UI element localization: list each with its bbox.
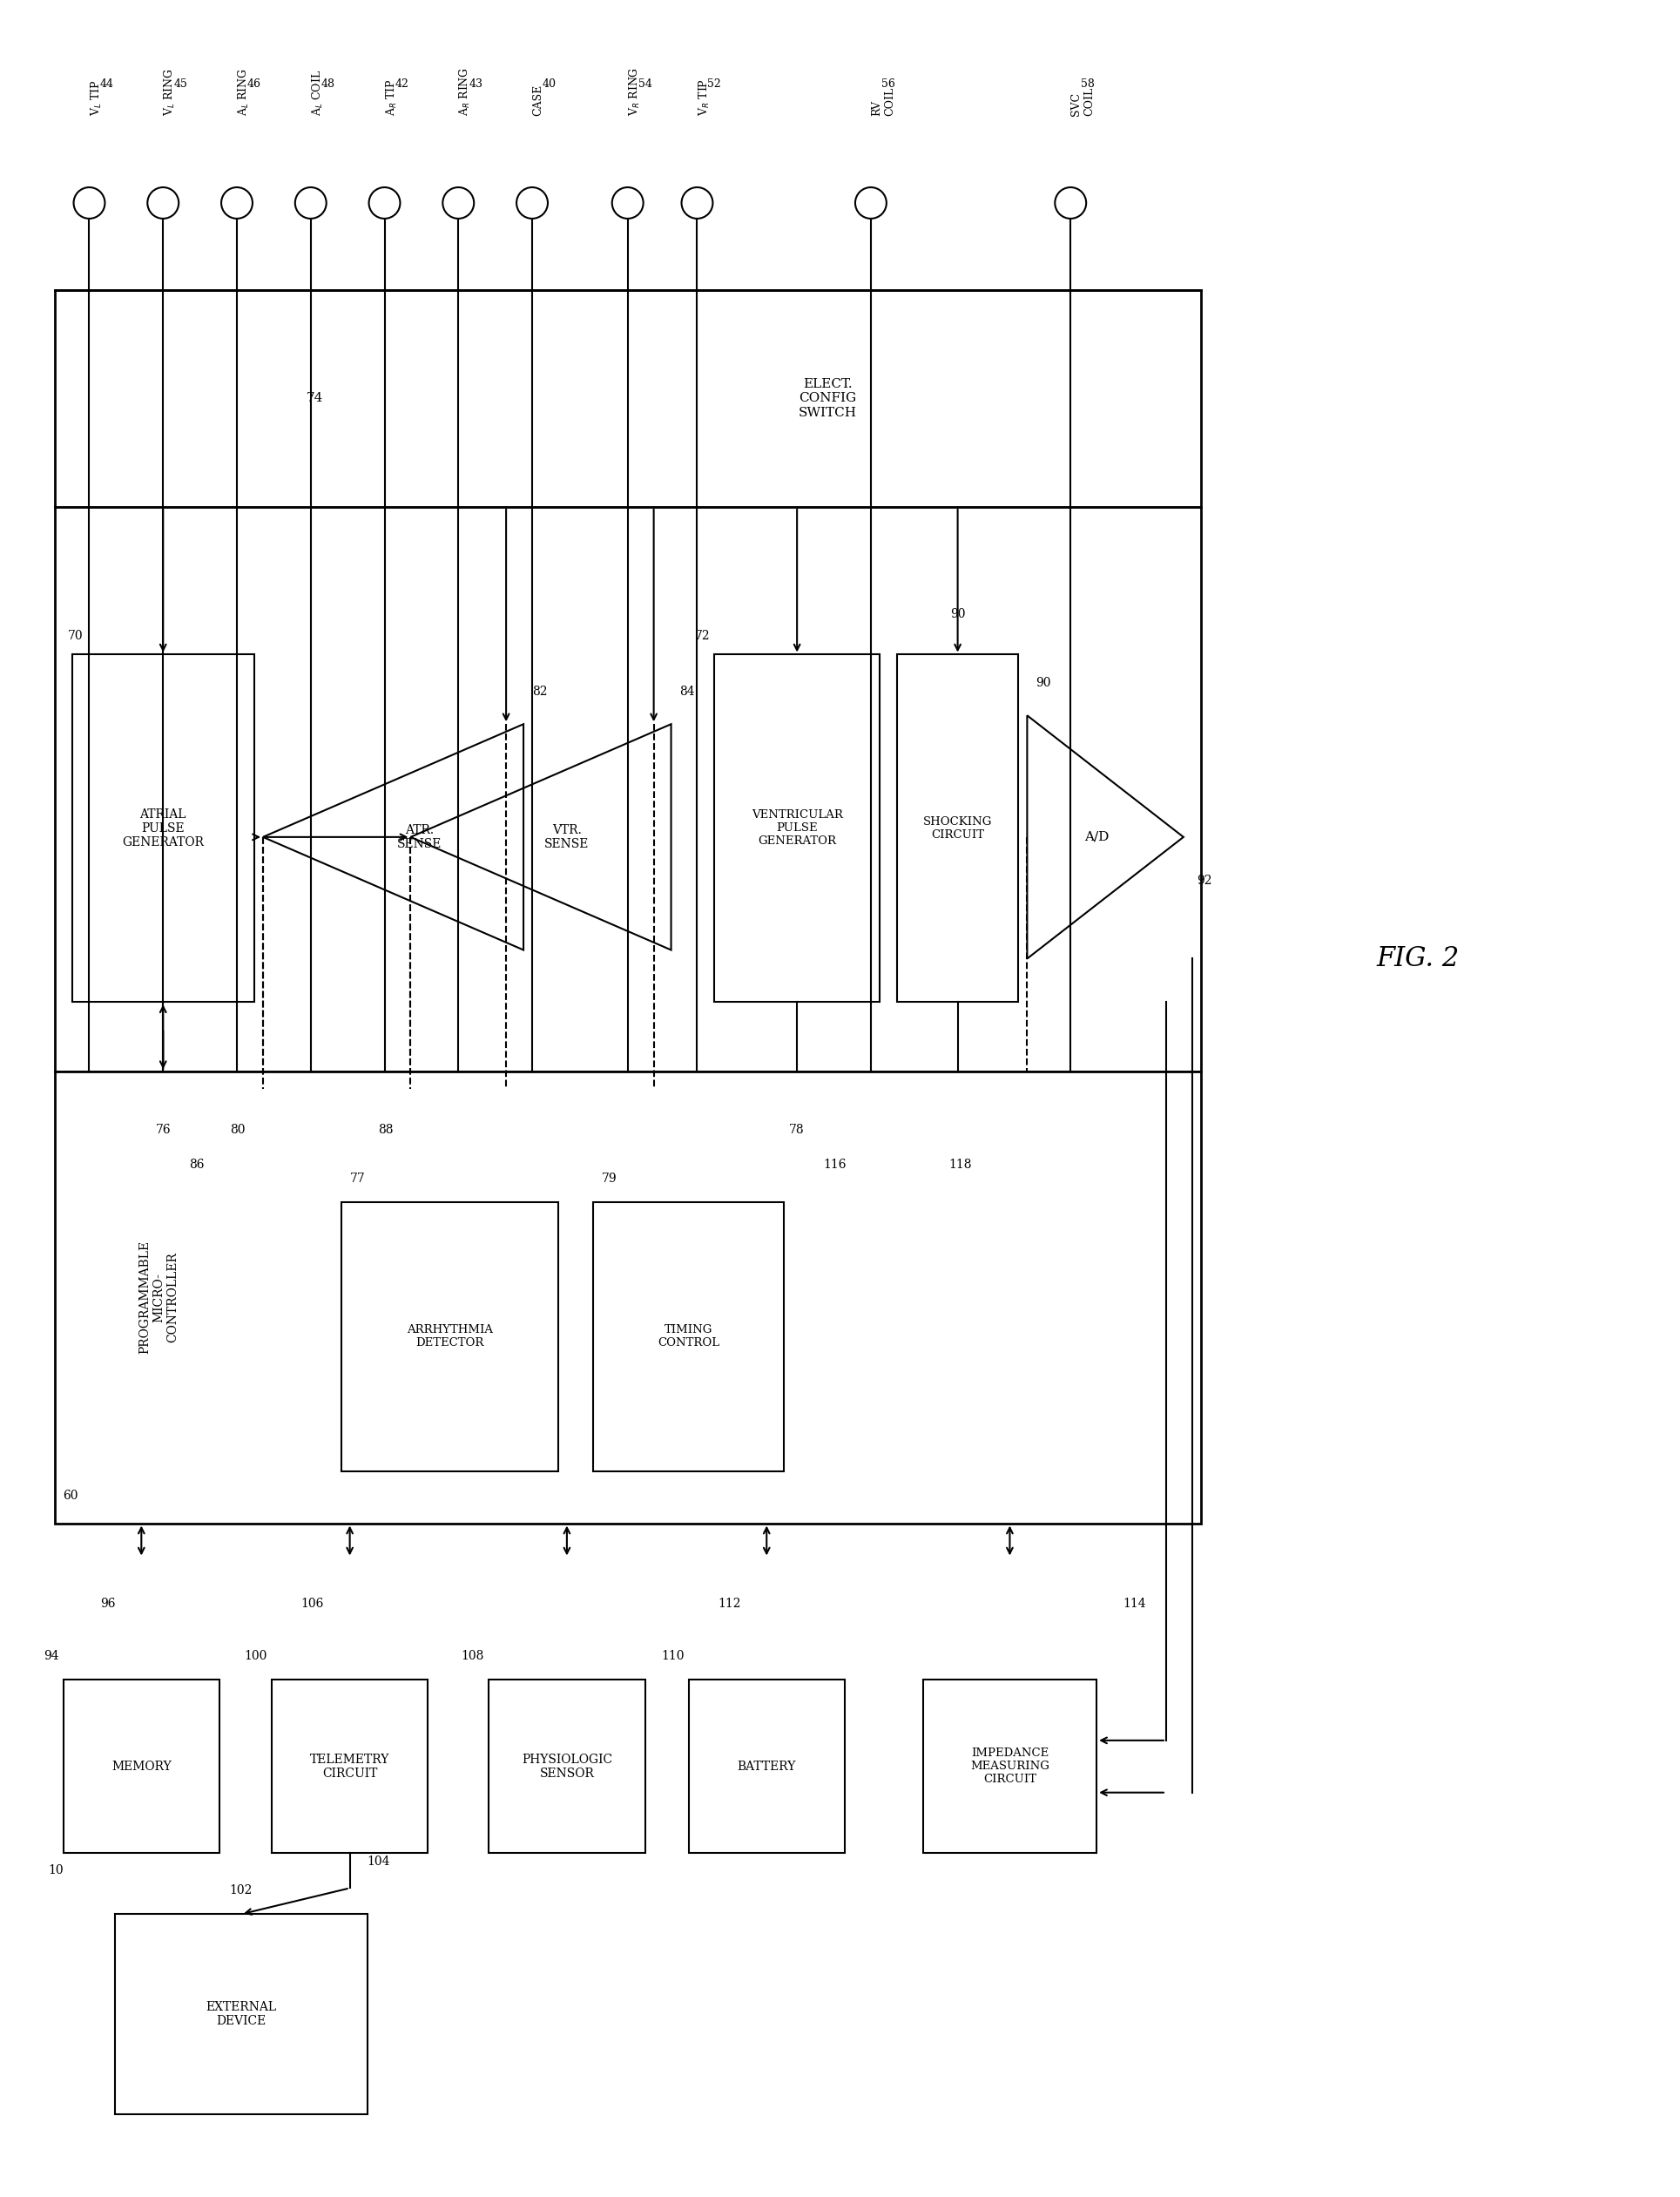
Text: 92: 92 xyxy=(1196,874,1211,888)
Text: 46: 46 xyxy=(247,79,262,90)
Text: VENTRICULAR
PULSE
GENERATOR: VENTRICULAR PULSE GENERATOR xyxy=(751,811,843,848)
Text: V$_L$ RING: V$_L$ RING xyxy=(163,68,176,116)
Text: A/D: A/D xyxy=(1084,830,1109,844)
Text: PROGRAMMABLE
MICRO-
CONTROLLER: PROGRAMMABLE MICRO- CONTROLLER xyxy=(138,1241,180,1353)
Text: 80: 80 xyxy=(230,1123,245,1136)
Bar xyxy=(689,1681,845,1854)
Text: TELEMETRY
CIRCUIT: TELEMETRY CIRCUIT xyxy=(311,1753,390,1780)
Text: EXTERNAL
DEVICE: EXTERNAL DEVICE xyxy=(207,2001,277,2028)
Text: 106: 106 xyxy=(301,1597,324,1610)
Text: 44: 44 xyxy=(99,79,114,90)
Text: FIG. 2: FIG. 2 xyxy=(1376,945,1460,971)
Text: 84: 84 xyxy=(680,685,696,699)
Text: PHYSIOLOGIC
SENSOR: PHYSIOLOGIC SENSOR xyxy=(521,1753,612,1780)
Bar xyxy=(72,655,254,1002)
Text: 94: 94 xyxy=(44,1650,59,1663)
Text: 10: 10 xyxy=(47,1865,64,1876)
Text: 76: 76 xyxy=(155,1123,171,1136)
Text: 42: 42 xyxy=(395,79,408,90)
Text: A$_L$ RING: A$_L$ RING xyxy=(237,68,250,116)
Bar xyxy=(64,1681,220,1854)
Bar xyxy=(54,290,1201,508)
Text: 96: 96 xyxy=(101,1597,116,1610)
Text: 52: 52 xyxy=(707,79,721,90)
Text: 78: 78 xyxy=(790,1123,805,1136)
Text: 88: 88 xyxy=(378,1123,393,1136)
Text: 40: 40 xyxy=(543,79,556,90)
Text: 116: 116 xyxy=(823,1158,847,1171)
Text: V$_R$ RING: V$_R$ RING xyxy=(628,68,642,116)
Text: 60: 60 xyxy=(64,1490,79,1501)
Text: 100: 100 xyxy=(244,1650,267,1663)
Text: 90: 90 xyxy=(1037,677,1052,690)
Text: 90: 90 xyxy=(951,609,966,620)
Text: 74: 74 xyxy=(306,393,323,404)
Bar xyxy=(54,508,1201,1072)
Bar xyxy=(272,1681,428,1854)
Text: 56: 56 xyxy=(882,79,895,90)
Text: 112: 112 xyxy=(717,1597,741,1610)
Text: ATR.
SENSE: ATR. SENSE xyxy=(396,824,442,850)
Text: 110: 110 xyxy=(660,1650,684,1663)
Text: IMPEDANCE
MEASURING
CIRCUIT: IMPEDANCE MEASURING CIRCUIT xyxy=(971,1749,1050,1786)
Text: 45: 45 xyxy=(173,79,188,90)
Text: V$_R$ TIP: V$_R$ TIP xyxy=(697,79,711,116)
Text: 102: 102 xyxy=(230,1885,252,1896)
Text: SVC
COIL: SVC COIL xyxy=(1070,88,1095,116)
Bar xyxy=(116,1914,368,2114)
Text: 118: 118 xyxy=(949,1158,973,1171)
Text: 58: 58 xyxy=(1080,79,1095,90)
Text: 48: 48 xyxy=(321,79,334,90)
Bar xyxy=(489,1681,645,1854)
Text: CASE: CASE xyxy=(533,83,543,116)
Text: A$_R$ TIP: A$_R$ TIP xyxy=(385,79,398,116)
Text: A$_L$ COIL: A$_L$ COIL xyxy=(311,70,324,116)
Text: 104: 104 xyxy=(368,1856,390,1867)
Text: ATRIAL
PULSE
GENERATOR: ATRIAL PULSE GENERATOR xyxy=(123,808,203,848)
Text: ARRHYTHMIA
DETECTOR: ARRHYTHMIA DETECTOR xyxy=(407,1325,492,1349)
Text: 79: 79 xyxy=(601,1173,617,1184)
Text: V$_L$ TIP: V$_L$ TIP xyxy=(89,79,102,116)
Bar xyxy=(897,655,1018,1002)
Text: MEMORY: MEMORY xyxy=(111,1760,171,1773)
Text: 43: 43 xyxy=(469,79,482,90)
Text: 70: 70 xyxy=(67,628,82,642)
Text: 82: 82 xyxy=(533,685,548,699)
Text: BATTERY: BATTERY xyxy=(738,1760,796,1773)
Text: VTR.
SENSE: VTR. SENSE xyxy=(544,824,590,850)
Text: 108: 108 xyxy=(462,1650,484,1663)
Text: 72: 72 xyxy=(696,628,711,642)
Bar xyxy=(922,1681,1097,1854)
Bar xyxy=(714,655,880,1002)
Text: ELECT.
CONFIG
SWITCH: ELECT. CONFIG SWITCH xyxy=(798,378,857,420)
Text: A$_R$ RING: A$_R$ RING xyxy=(459,68,472,116)
Bar xyxy=(341,1202,558,1472)
Text: 77: 77 xyxy=(349,1173,365,1184)
Text: TIMING
CONTROL: TIMING CONTROL xyxy=(657,1325,719,1349)
Bar xyxy=(593,1202,785,1472)
Bar xyxy=(54,1072,1201,1523)
Text: 114: 114 xyxy=(1122,1597,1146,1610)
Text: SHOCKING
CIRCUIT: SHOCKING CIRCUIT xyxy=(922,815,993,841)
Text: RV
COIL: RV COIL xyxy=(870,88,895,116)
Text: 54: 54 xyxy=(638,79,652,90)
Text: 86: 86 xyxy=(190,1158,205,1171)
